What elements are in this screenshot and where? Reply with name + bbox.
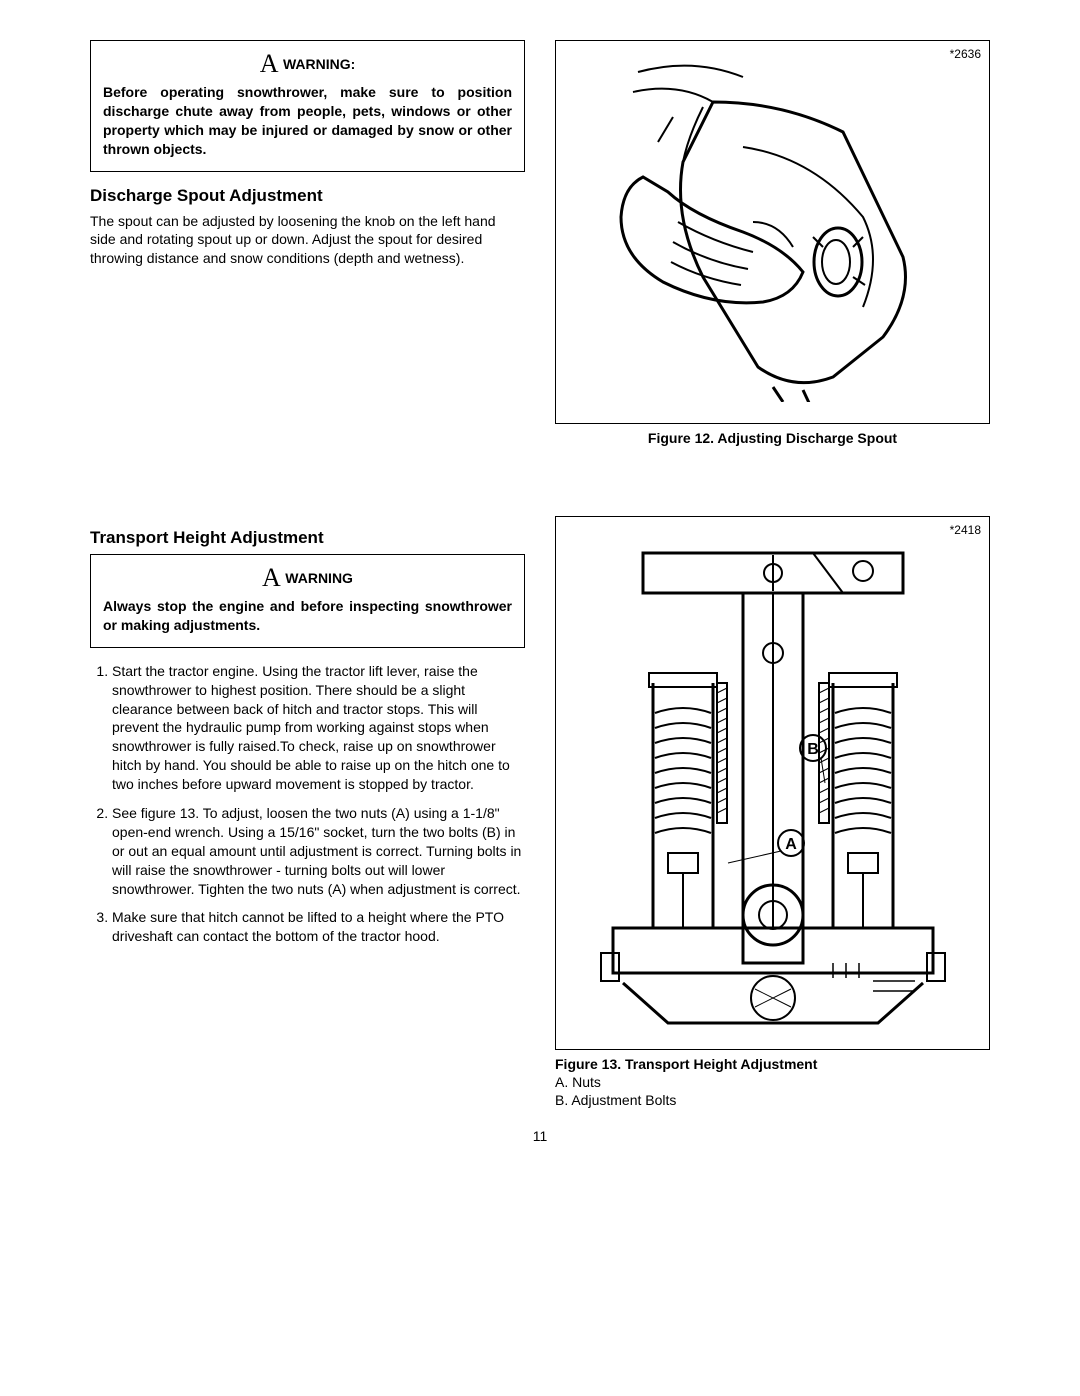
figure-13-box: *2418 (555, 516, 990, 1050)
figure-13-legend-b: B. Adjustment Bolts (555, 1092, 990, 1108)
page-number: 11 (90, 1128, 990, 1144)
figure-13-label-a: A (785, 836, 797, 853)
figure-13-label-b: B (807, 741, 819, 758)
figure-13-caption: Figure 13. Transport Height Adjustment (555, 1056, 990, 1072)
warning-triangle-icon: A (260, 49, 279, 78)
step-2: See figure 13. To adjust, loosen the two… (112, 804, 525, 898)
warning-1-label: WARNING: (283, 56, 355, 72)
section-1-text: The spout can be adjusted by loosening t… (90, 212, 525, 269)
step-1: Start the tractor engine. Using the trac… (112, 662, 525, 794)
top-right-column: *2636 (555, 40, 990, 446)
warning-box-2: A WARNING Always stop the engine and bef… (90, 554, 525, 648)
warning-1-header: A WARNING: (103, 49, 512, 79)
warning-1-body: Before operating snowthrower, make sure … (103, 83, 512, 159)
warning-2-label: WARNING (285, 570, 353, 586)
section-1-heading: Discharge Spout Adjustment (90, 186, 525, 206)
warning-box-1: A WARNING: Before operating snowthrower,… (90, 40, 525, 172)
top-section: A WARNING: Before operating snowthrower,… (90, 40, 990, 446)
figure-12-caption: Figure 12. Adjusting Discharge Spout (555, 430, 990, 446)
warning-triangle-icon: A (262, 563, 281, 592)
figure-12-box: *2636 (555, 40, 990, 424)
step-3: Make sure that hitch cannot be lifted to… (112, 908, 525, 946)
figure-12-illustration (583, 47, 963, 402)
warning-2-body: Always stop the engine and before inspec… (103, 597, 512, 635)
figure-12-ref: *2636 (950, 47, 981, 61)
figure-13-legend-a: A. Nuts (555, 1074, 990, 1090)
figure-13-illustration: B A (573, 523, 973, 1028)
figure-13-ref: *2418 (950, 523, 981, 537)
page: A WARNING: Before operating snowthrower,… (0, 0, 1080, 1174)
bottom-right-column: *2418 (555, 516, 990, 1108)
section-2-heading: Transport Height Adjustment (90, 528, 525, 548)
bottom-section: Transport Height Adjustment A WARNING Al… (90, 516, 990, 1108)
warning-2-header: A WARNING (103, 563, 512, 593)
steps-list: Start the tractor engine. Using the trac… (90, 662, 525, 946)
bottom-left-column: Transport Height Adjustment A WARNING Al… (90, 516, 525, 1108)
top-left-column: A WARNING: Before operating snowthrower,… (90, 40, 525, 446)
